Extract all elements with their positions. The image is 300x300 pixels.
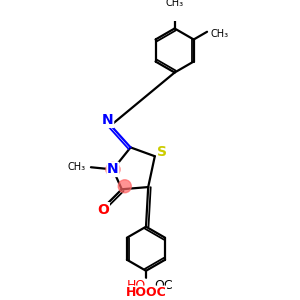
Text: OC: OC — [154, 279, 172, 292]
Circle shape — [106, 162, 120, 176]
Text: HOOC: HOOC — [126, 286, 166, 299]
Text: S: S — [157, 145, 167, 159]
Text: N: N — [102, 113, 114, 128]
Text: N: N — [107, 162, 119, 176]
Text: HO: HO — [127, 279, 146, 292]
Text: CH₃: CH₃ — [210, 29, 228, 39]
Text: CH₃: CH₃ — [166, 0, 184, 8]
Text: CH₃: CH₃ — [68, 162, 86, 172]
Text: O: O — [98, 203, 109, 217]
Circle shape — [118, 180, 131, 193]
